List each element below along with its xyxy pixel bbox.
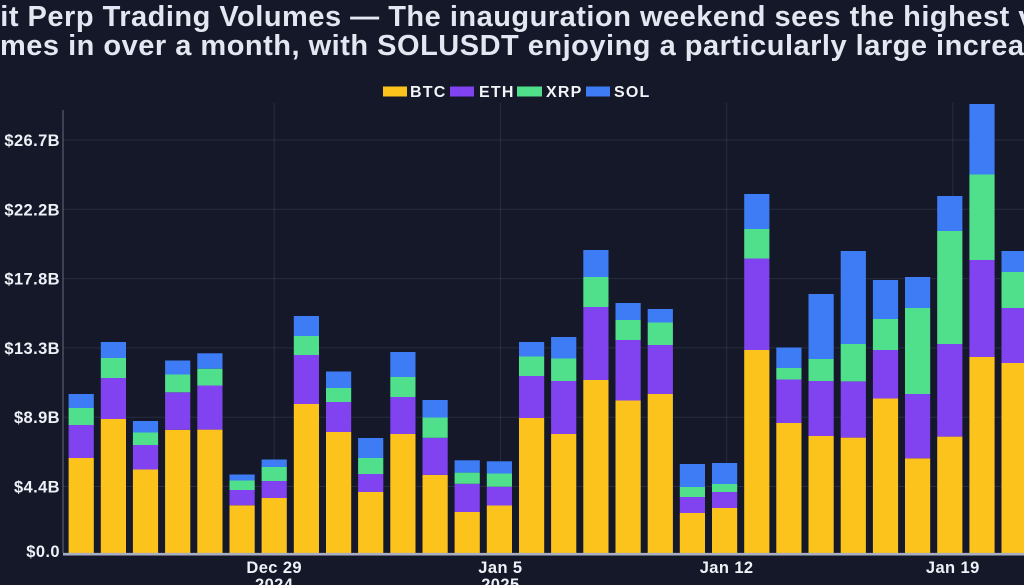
svg-text:SOL: SOL xyxy=(614,84,651,101)
svg-text:$26.7B: $26.7B xyxy=(4,132,60,150)
svg-text:2025: 2025 xyxy=(481,576,519,585)
svg-text:$17.8B: $17.8B xyxy=(4,271,60,289)
svg-text:$8.9B: $8.9B xyxy=(14,409,60,427)
svg-text:$0.0: $0.0 xyxy=(26,543,60,561)
svg-text:Jan 12: Jan 12 xyxy=(700,559,754,577)
svg-text:2024: 2024 xyxy=(255,576,294,585)
svg-text:Dec 29: Dec 29 xyxy=(246,559,302,577)
svg-text:$13.3B: $13.3B xyxy=(4,340,60,358)
svg-text:Jan 5: Jan 5 xyxy=(478,559,522,577)
svg-text:XRP: XRP xyxy=(546,84,583,101)
svg-text:BTC: BTC xyxy=(410,84,446,101)
svg-text:$4.4B: $4.4B xyxy=(14,479,60,497)
svg-text:$22.2B: $22.2B xyxy=(4,201,60,219)
svg-text:Jan 19: Jan 19 xyxy=(926,559,980,577)
svg-text:ETH: ETH xyxy=(479,84,515,101)
